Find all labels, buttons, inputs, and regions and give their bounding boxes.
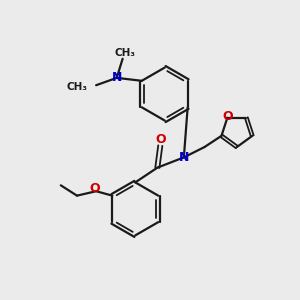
Text: O: O bbox=[89, 182, 100, 195]
Text: CH₃: CH₃ bbox=[66, 82, 87, 92]
Text: O: O bbox=[222, 110, 233, 123]
Text: N: N bbox=[112, 71, 122, 84]
Text: N: N bbox=[179, 151, 189, 164]
Text: O: O bbox=[155, 133, 166, 146]
Text: CH₃: CH₃ bbox=[115, 48, 136, 59]
